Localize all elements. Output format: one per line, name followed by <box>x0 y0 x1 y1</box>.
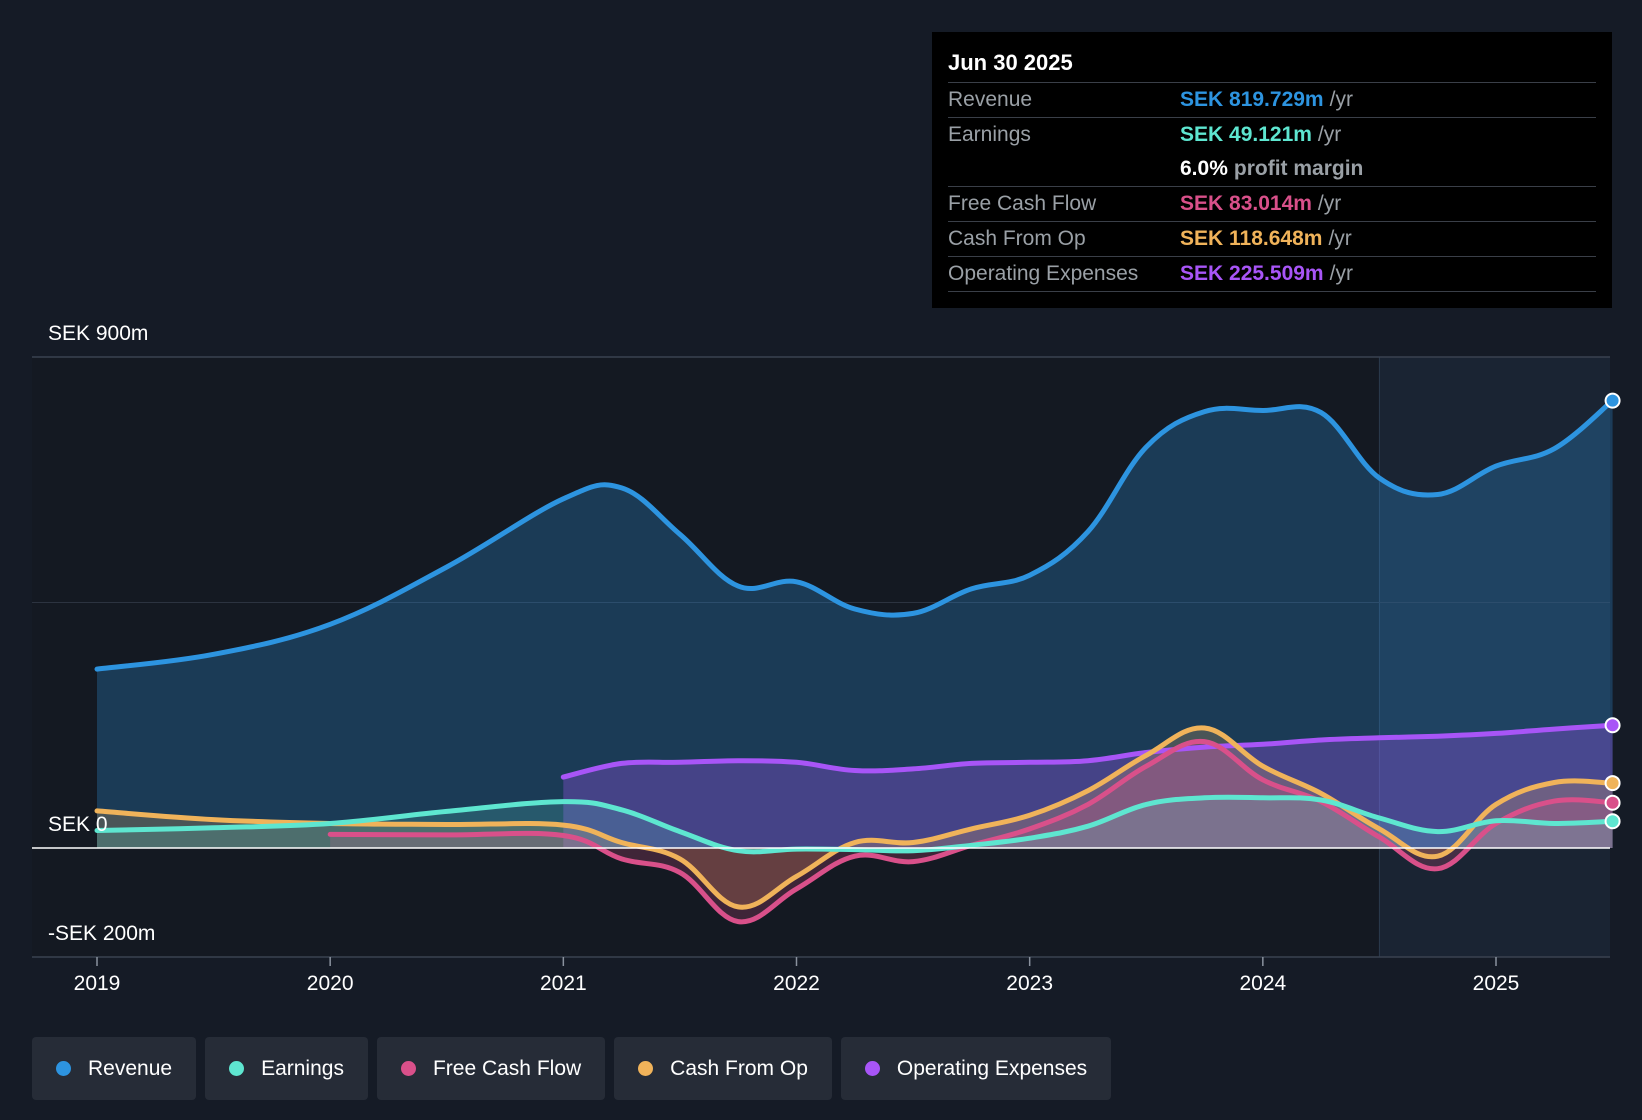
tooltip-unit: profit margin <box>1233 157 1364 180</box>
x-tick-label: 2020 <box>307 972 354 995</box>
series-fill-revenue <box>97 400 1613 848</box>
tooltip-row: 6.0% profit margin <box>948 152 1596 187</box>
legend-label: Operating Expenses <box>896 1056 1088 1080</box>
tooltip-unit: /yr <box>1329 88 1353 111</box>
chart-background <box>32 356 1610 958</box>
tooltip-unit: /yr <box>1328 227 1352 250</box>
tooltip-label: Revenue <box>948 88 1033 111</box>
series-line-free-cash-flow <box>327 738 1616 925</box>
tooltip-row: Cash From Op SEK 118.648m/yr <box>948 222 1596 257</box>
tooltip-value: 6.0% profit margin <box>1180 157 1364 180</box>
tooltip-value: SEK 118.648m/yr <box>1180 227 1352 250</box>
legend-dot-icon <box>400 1061 416 1076</box>
end-point-free-cash-flow <box>1604 794 1621 811</box>
forecast-region <box>1379 357 1610 957</box>
tooltip-row: Free Cash Flow SEK 83.014m/yr <box>948 187 1596 222</box>
tooltip-row: Revenue SEK 819.729m/yr <box>948 83 1596 118</box>
legend-label: Revenue <box>88 1056 173 1080</box>
end-points <box>1604 392 1621 830</box>
series-fill-cash-from-op <box>97 727 1613 908</box>
tooltip-date: Jun 30 2025 <box>948 46 1596 83</box>
tooltip-value: SEK 49.121m/yr <box>1180 123 1342 146</box>
legend-item[interactable]: Cash From Op <box>614 1037 832 1100</box>
end-point-revenue <box>1604 392 1621 409</box>
series-line-operating-expenses <box>560 722 1616 780</box>
tooltip-label: Cash From Op <box>948 227 1086 250</box>
x-tick-label: 2022 <box>773 972 820 995</box>
tooltip-value: SEK 83.014m/yr <box>1180 192 1342 215</box>
x-axis-ticks: 2019 2020 2021 2022 2023 2024 2025 <box>74 957 1520 995</box>
legend-label: Earnings <box>261 1056 344 1080</box>
legend-item[interactable]: Earnings <box>205 1037 368 1100</box>
legend-dot-icon <box>56 1061 71 1076</box>
tooltip-value: SEK 225.509m/yr <box>1180 262 1353 285</box>
series-line-cash-from-op <box>94 725 1616 910</box>
y-label-top: SEK 900m <box>48 322 148 345</box>
tooltip-label: Free Cash Flow <box>948 192 1097 215</box>
series-line-revenue <box>94 398 1616 672</box>
x-tick-label: 2025 <box>1473 972 1520 995</box>
chart: SEK 900m SEK 0 -SEK 200m 2019 2020 2021 202… <box>32 322 1621 995</box>
legend-dot-icon <box>229 1061 245 1076</box>
legend-item[interactable]: Operating Expenses <box>840 1037 1112 1100</box>
tooltip-row: Earnings SEK 49.121m/yr <box>948 118 1596 152</box>
tooltip-unit: /yr <box>1329 262 1353 285</box>
y-label-bottom: -SEK 200m <box>48 922 155 945</box>
series-line-earnings <box>94 794 1616 855</box>
x-tick-label: 2021 <box>540 972 587 995</box>
tooltip-rows: Revenue SEK 819.729m/yr Earnings SEK 49.121… <box>948 83 1596 292</box>
tooltip-value: SEK 819.729m/yr <box>1180 88 1353 111</box>
legend-item[interactable]: Free Cash Flow <box>376 1037 606 1100</box>
legend-item[interactable]: Revenue <box>32 1037 197 1100</box>
tooltip-unit: /yr <box>1317 192 1342 215</box>
axes: SEK 900m SEK 0 -SEK 200m <box>48 322 155 945</box>
legend-dot-icon <box>864 1061 880 1076</box>
end-point-cash-from-op <box>1604 775 1621 792</box>
tooltip: Jun 30 2025 Revenue SEK 819.729m/yr Earnin… <box>932 32 1612 308</box>
x-tick-label: 2024 <box>1239 972 1286 995</box>
series-lines <box>32 398 1616 925</box>
tooltip-label: Earnings <box>948 123 1031 146</box>
legend-label: Free Cash Flow <box>432 1056 582 1080</box>
series-fill-free-cash-flow <box>330 741 1613 922</box>
past-region <box>32 357 1380 957</box>
tooltip-row: Operating Expenses SEK 225.509m/yr <box>948 257 1596 292</box>
legend-label: Cash From Op <box>670 1056 808 1080</box>
end-point-earnings <box>1604 813 1621 830</box>
legend: Revenue Earnings Free Cash Flow Cash From O… <box>32 1037 1112 1100</box>
end-point-operating-expenses <box>1604 717 1621 734</box>
legend-dot-icon <box>638 1061 654 1076</box>
y-label-zero: SEK 0 <box>48 813 108 836</box>
x-tick-label: 2019 <box>74 972 121 995</box>
tooltip-unit: /yr <box>1317 123 1342 146</box>
tooltip-label: Operating Expenses <box>948 262 1139 285</box>
x-tick-label: 2023 <box>1006 972 1053 995</box>
